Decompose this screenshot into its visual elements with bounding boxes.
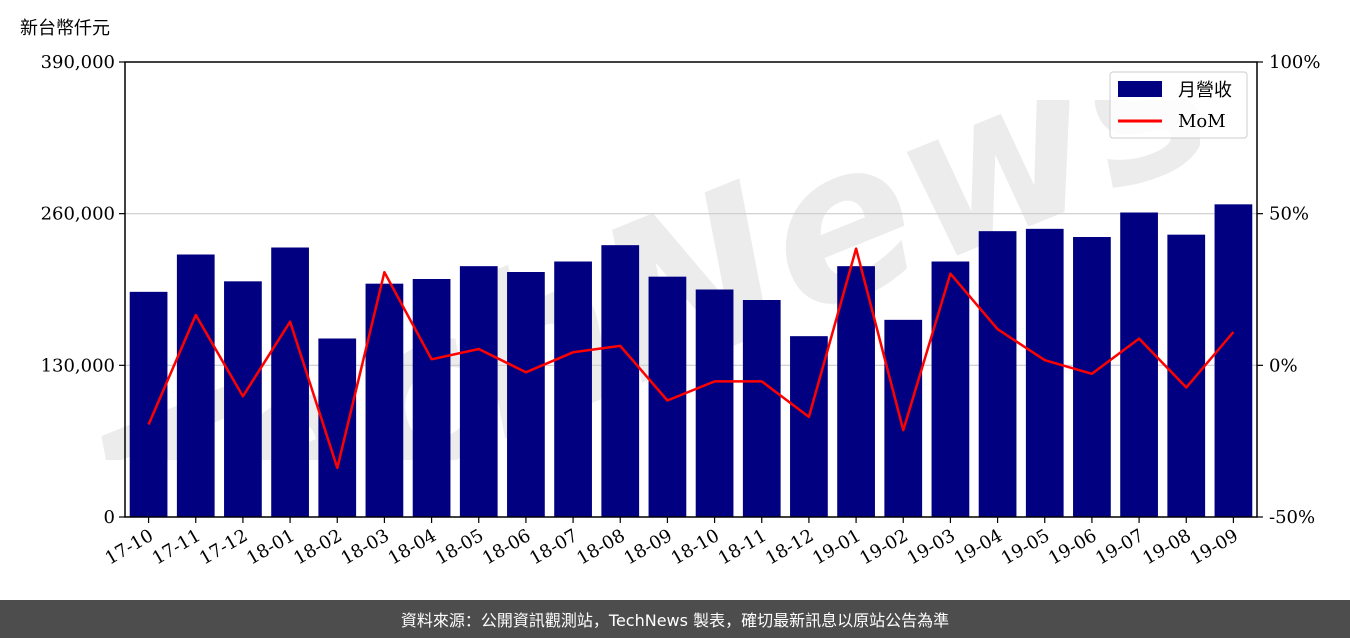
x-tick-label: 19-05 (998, 525, 1053, 569)
left-tick-label: 390,000 (41, 52, 115, 73)
x-tick-label: 18-10 (668, 525, 723, 569)
bar-18-12 (790, 336, 828, 517)
x-tick-label: 18-01 (243, 525, 298, 569)
bar-18-06 (507, 272, 545, 517)
left-tick-label: 130,000 (41, 355, 115, 376)
bar-19-04 (978, 231, 1017, 517)
left-tick-label: 0 (104, 507, 115, 528)
bar-19-09 (1214, 204, 1253, 518)
bar-19-08 (1167, 234, 1206, 517)
plot-frame (124, 61, 1258, 518)
legend-label-bar: 月營收 (1178, 80, 1232, 101)
x-tick-label: 18-08 (573, 525, 628, 569)
x-tick-label: 19-02 (856, 525, 911, 569)
bar-19-06 (1073, 237, 1111, 517)
x-tick-label: 19-06 (1045, 525, 1100, 569)
x-tick-label: 18-09 (620, 525, 675, 569)
legend-swatch-bar (1118, 81, 1162, 97)
bar-18-11 (742, 300, 781, 517)
source-footer: 資料來源：公開資訊觀測站，TechNews 製表，確切最新訊息以原站公告為準 (0, 600, 1350, 638)
right-tick-label: 0% (1269, 355, 1298, 376)
bar-17-12 (224, 281, 262, 517)
y-axis-unit-label: 新台幣仟元 (20, 18, 110, 39)
legend-label-line: MoM (1178, 111, 1226, 132)
bar-18-03 (365, 283, 404, 517)
bar-19-01 (837, 266, 875, 517)
mom-line (147, 247, 1235, 470)
bar-18-05 (459, 266, 498, 517)
bar-18-01 (271, 247, 309, 517)
revenue-chart: 0 130,000 260,000 390,000 -50% 0% 50% 100% 17-10… (41, 52, 1321, 569)
x-tick-label: 19-01 (809, 525, 864, 569)
x-tick-label: 18-03 (337, 525, 392, 569)
bar-19-03 (931, 261, 970, 517)
x-tick-label: 18-06 (479, 525, 534, 569)
right-tick-label: 50% (1269, 204, 1309, 225)
x-tick-label: 19-07 (1092, 525, 1147, 569)
x-tick-label: 18-07 (526, 525, 581, 569)
x-tick-label: 18-11 (715, 525, 770, 569)
bar-18-09 (648, 276, 687, 517)
x-tick-label: 19-09 (1186, 525, 1241, 569)
bar-17-10 (129, 291, 168, 517)
bar-18-08 (601, 245, 640, 517)
bar-19-05 (1025, 228, 1064, 518)
x-tick-label: 19-03 (903, 525, 958, 569)
bar-18-10 (695, 289, 734, 517)
bar-19-02 (884, 319, 923, 517)
bar-18-04 (412, 279, 451, 517)
x-tick-label: 18-05 (432, 525, 487, 569)
x-tick-label: 18-02 (290, 525, 345, 569)
x-tick-label: 18-04 (385, 525, 440, 569)
right-tick-label: 100% (1269, 52, 1320, 73)
bar-18-07 (554, 261, 592, 517)
x-tick-label: 17-12 (196, 525, 251, 569)
x-tick-label: 19-08 (1139, 525, 1194, 569)
x-tick-label: 18-12 (762, 525, 817, 569)
x-tick-label: 19-04 (951, 525, 1006, 569)
x-tick-label: 17-10 (102, 525, 157, 569)
right-tick-label: -50% (1269, 507, 1315, 528)
bar-17-11 (176, 254, 215, 517)
bar-19-07 (1120, 212, 1158, 517)
left-tick-label: 260,000 (41, 204, 115, 225)
x-tick-label: 17-11 (149, 525, 204, 569)
